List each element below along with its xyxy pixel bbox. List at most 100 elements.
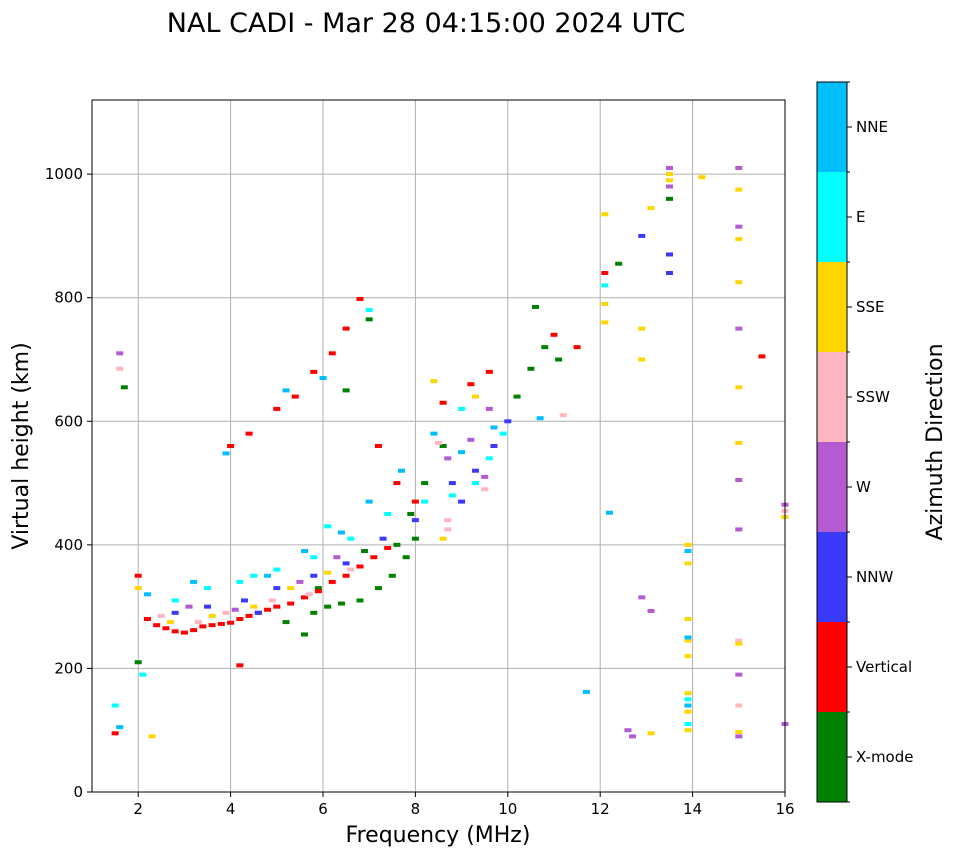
x-tick-label: 4	[226, 800, 236, 818]
colorbar-tick-label: SSE	[856, 298, 885, 316]
data-point	[204, 586, 211, 591]
data-point	[328, 351, 336, 356]
data-point	[356, 564, 364, 569]
data-point	[402, 555, 410, 560]
data-point	[684, 703, 692, 708]
data-point	[227, 620, 235, 625]
x-tick-label: 8	[411, 800, 421, 818]
colorbar-segment	[817, 442, 847, 532]
colorbar-tick-label: SSW	[856, 388, 890, 406]
data-point	[666, 184, 673, 189]
data-point	[236, 579, 244, 584]
colorbar-frame	[816, 81, 848, 803]
data-point	[536, 416, 544, 421]
data-point	[301, 632, 309, 637]
colorbar-segment	[817, 712, 847, 802]
colorbar-segment	[817, 82, 847, 172]
data-point	[735, 477, 743, 482]
data-point	[735, 280, 743, 285]
data-point	[282, 388, 290, 393]
data-point	[458, 499, 466, 504]
data-point	[647, 731, 655, 736]
data-point	[222, 451, 230, 456]
data-point	[666, 178, 673, 183]
data-point	[347, 536, 355, 541]
data-point	[666, 172, 673, 177]
data-point	[458, 406, 466, 411]
x-tick-label: 2	[133, 800, 143, 818]
y-tick-label: 0	[73, 783, 83, 801]
data-point	[185, 604, 193, 609]
data-point	[698, 175, 706, 180]
data-point	[356, 598, 364, 603]
data-point	[236, 663, 244, 668]
data-point	[735, 734, 743, 739]
series-nne	[116, 376, 692, 730]
data-point	[411, 518, 419, 523]
plot-frame	[91, 99, 786, 793]
data-point	[264, 607, 272, 612]
plot-area	[92, 100, 785, 792]
data-point	[638, 233, 646, 238]
data-point	[162, 626, 170, 631]
data-point	[324, 604, 332, 609]
data-point	[116, 366, 124, 371]
data-point	[444, 527, 452, 532]
data-point	[499, 431, 507, 436]
data-point	[245, 431, 253, 436]
data-point	[337, 530, 345, 535]
data-point	[240, 598, 248, 603]
y-tick-label: 600	[54, 412, 83, 430]
data-point	[684, 691, 692, 696]
x-tick-label: 6	[318, 800, 328, 818]
data-point	[134, 573, 142, 578]
data-point	[684, 617, 692, 621]
data-point	[310, 610, 318, 615]
data-point	[264, 573, 272, 578]
data-point	[268, 598, 276, 603]
y-tick-label: 200	[54, 659, 83, 677]
colorbar-segment	[817, 172, 847, 262]
data-point	[153, 623, 161, 628]
data-point	[333, 555, 341, 560]
data-point	[393, 542, 401, 547]
data-point	[735, 385, 743, 390]
data-point	[143, 617, 151, 621]
data-point	[647, 608, 655, 613]
data-point	[407, 511, 415, 516]
data-point	[735, 703, 743, 708]
data-point	[439, 400, 447, 405]
data-point	[291, 394, 299, 399]
data-point	[273, 604, 281, 609]
data-point	[337, 601, 345, 606]
data-point	[735, 326, 743, 331]
data-point	[735, 527, 743, 532]
data-point	[735, 638, 743, 643]
data-point	[217, 621, 225, 626]
data-point	[365, 317, 373, 322]
data-point	[370, 555, 378, 560]
data-point	[171, 598, 179, 603]
colorbar-tick-label: E	[856, 208, 865, 226]
data-point	[310, 555, 318, 560]
data-point	[365, 308, 373, 313]
x-tick-label: 16	[775, 800, 794, 818]
data-point	[194, 620, 202, 625]
y-axis-label: Virtual height (km)	[9, 342, 34, 549]
data-point	[601, 212, 609, 217]
series-e	[111, 283, 692, 727]
data-point	[684, 635, 692, 640]
colorbar-segment	[817, 622, 847, 712]
data-point	[111, 703, 119, 708]
data-point	[342, 388, 350, 393]
data-point	[582, 689, 590, 694]
data-point	[111, 731, 119, 736]
data-point	[208, 623, 216, 628]
data-point	[116, 351, 124, 356]
data-point	[485, 406, 493, 411]
data-point	[342, 561, 350, 566]
data-point	[139, 672, 147, 677]
data-point	[208, 613, 216, 618]
data-point	[735, 730, 743, 735]
data-point	[301, 549, 309, 554]
